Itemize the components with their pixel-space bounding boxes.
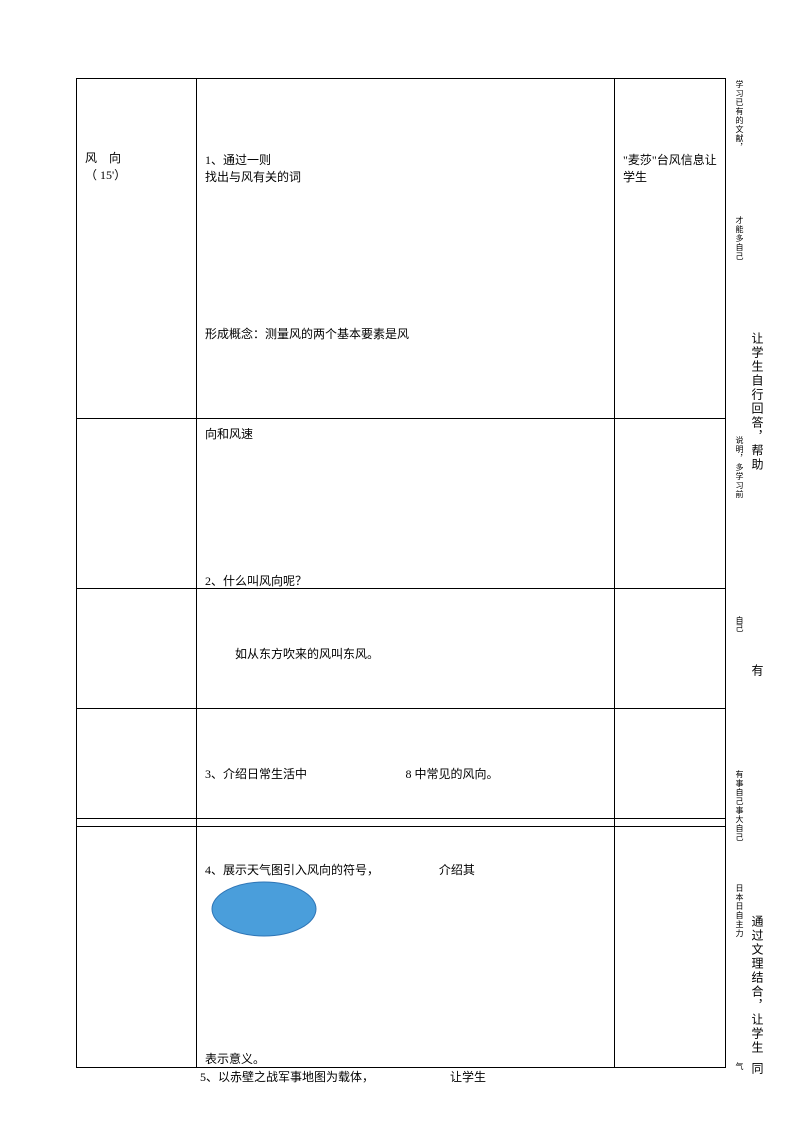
margin-note: 说明，多学习前 bbox=[734, 436, 745, 499]
table-row: 风 向 （ 15'） 1、通过一则 找出与风有关的词 形成概念：测量风的两个基本… bbox=[77, 79, 725, 419]
cell-content: 1、通过一则 找出与风有关的词 形成概念：测量风的两个基本要素是风 bbox=[197, 79, 615, 418]
content-text: 3、介绍日常生活中 bbox=[205, 765, 406, 782]
cell-content: 向和风速 2、什么叫风向呢？ bbox=[197, 419, 615, 588]
cell-content: 4、展示天气图引入风向的符号， 介绍其 表示意义。 bbox=[197, 827, 615, 1067]
cell-empty bbox=[77, 827, 197, 1067]
cell-note: "麦莎"台风信息让学生 bbox=[615, 79, 725, 418]
table-row: 向和风速 2、什么叫风向呢？ bbox=[77, 419, 725, 589]
cell-empty bbox=[615, 589, 725, 708]
margin-note: 气 bbox=[734, 1062, 745, 1072]
topic-time: （ 15'） bbox=[85, 168, 126, 182]
topic-title: 风 向 bbox=[85, 151, 121, 165]
content-text: 表示意义。 bbox=[205, 1050, 606, 1067]
cell-empty bbox=[615, 709, 725, 818]
margin-note: 通过文理结合，让学生 bbox=[749, 915, 766, 1055]
cell-empty bbox=[77, 709, 197, 818]
table-row: 4、展示天气图引入风向的符号， 介绍其 表示意义。 bbox=[77, 827, 725, 1067]
cell-topic: 风 向 （ 15'） bbox=[77, 79, 197, 418]
content-text: 8 中常见的风向。 bbox=[406, 765, 607, 782]
table-row: 如从东方吹来的风叫东风。 bbox=[77, 589, 725, 709]
margin-note: 自己 bbox=[734, 616, 745, 632]
content-text: 介绍其 bbox=[439, 861, 606, 878]
margin-note: 日本日自主力 bbox=[734, 884, 745, 938]
footer-text-left: 5、以赤壁之战军事地图为载体， bbox=[200, 1068, 374, 1085]
footer-text-right: 让学生 bbox=[450, 1068, 486, 1085]
margin-note: 让学生自行回答，帮助 bbox=[749, 332, 766, 472]
margin-note: 有事自己事大自己 bbox=[734, 770, 745, 842]
cell-content: 如从东方吹来的风叫东风。 bbox=[197, 589, 615, 708]
cell-empty bbox=[615, 419, 725, 588]
note-text: "麦莎"台风信息让学生 bbox=[623, 151, 717, 185]
cell-empty bbox=[615, 827, 725, 1067]
ellipse-shape bbox=[209, 879, 319, 939]
cell-content: 3、介绍日常生活中 8 中常见的风向。 bbox=[197, 709, 615, 818]
margin-note: 才能多自己 bbox=[734, 216, 745, 261]
content-text: 找出与风有关的词 bbox=[205, 168, 606, 185]
content-text: 1、通过一则 bbox=[205, 151, 606, 168]
margin-note: 学习已有的文献， bbox=[734, 80, 745, 152]
table-row: 3、介绍日常生活中 8 中常见的风向。 bbox=[77, 709, 725, 819]
content-text: 形成概念：测量风的两个基本要素是风 bbox=[205, 325, 606, 342]
cell-empty bbox=[77, 419, 197, 588]
cell-empty bbox=[77, 589, 197, 708]
content-text: 2、什么叫风向呢？ bbox=[205, 572, 606, 589]
table-row-spacer bbox=[77, 819, 725, 827]
content-text: 如从东方吹来的风叫东风。 bbox=[205, 645, 606, 662]
content-text: 4、展示天气图引入风向的符号， bbox=[205, 861, 439, 878]
lesson-plan-table: 风 向 （ 15'） 1、通过一则 找出与风有关的词 形成概念：测量风的两个基本… bbox=[76, 78, 726, 1068]
margin-note: 同 bbox=[749, 1062, 766, 1076]
margin-note: 有 bbox=[749, 664, 766, 678]
content-text: 向和风速 bbox=[205, 425, 606, 442]
